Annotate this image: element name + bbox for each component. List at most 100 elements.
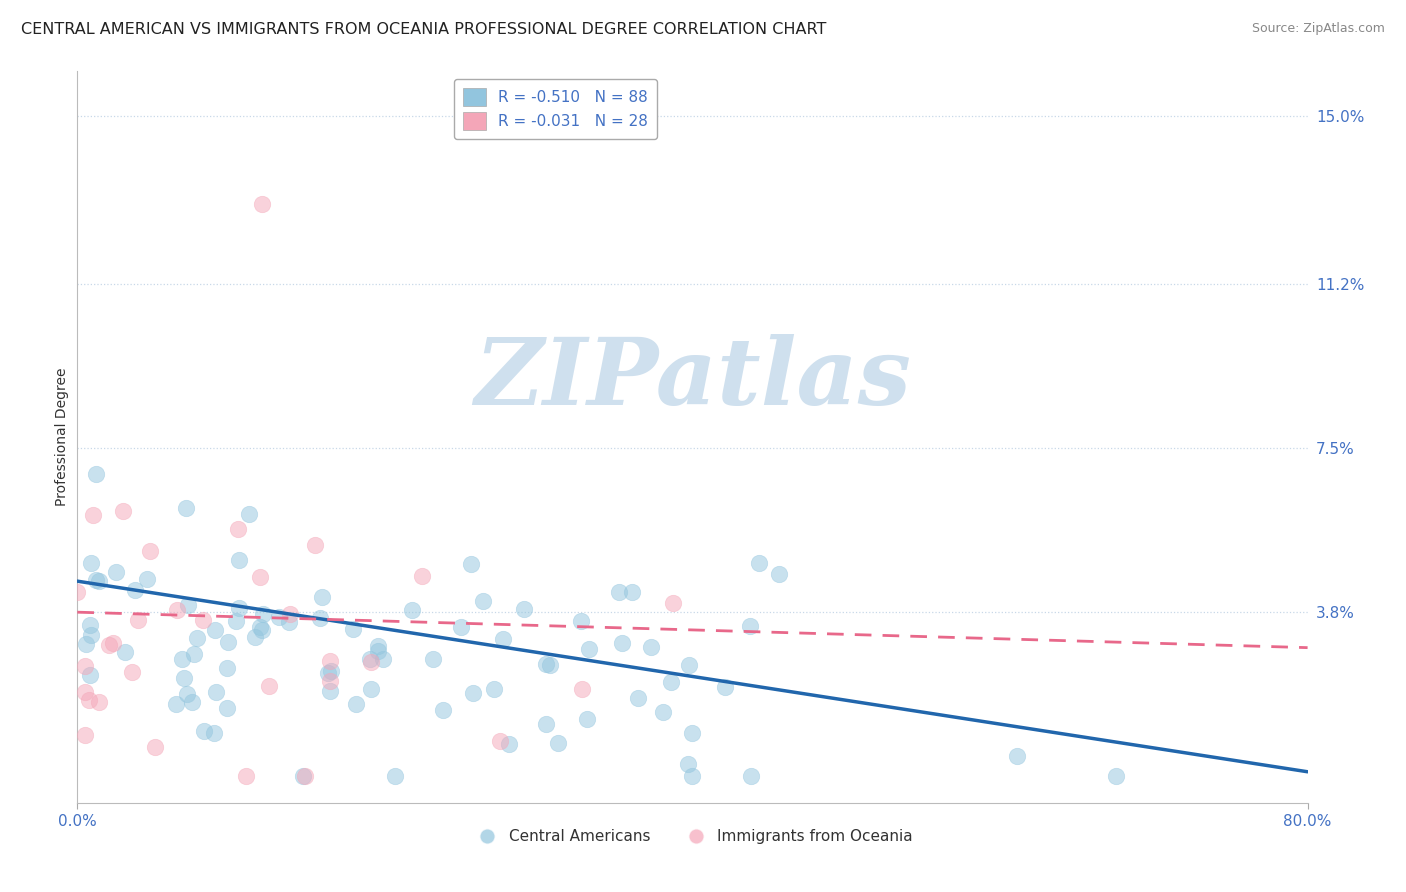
Point: [226, 523, 249, 537]
Point: [492, 632, 515, 647]
Point: [243, 630, 266, 644]
Point: [238, 507, 260, 521]
Point: [384, 769, 406, 783]
Point: [304, 538, 326, 552]
Point: [228, 601, 250, 615]
Point: [257, 679, 280, 693]
Point: [143, 739, 166, 754]
Point: [359, 652, 381, 666]
Point: [217, 635, 239, 649]
Point: [1005, 748, 1028, 763]
Point: [319, 683, 342, 698]
Point: [79, 628, 101, 642]
Point: [225, 614, 247, 628]
Point: [681, 769, 703, 783]
Point: [662, 596, 685, 610]
Point: [267, 610, 290, 624]
Point: [571, 614, 593, 628]
Point: [575, 712, 598, 726]
Point: [135, 572, 157, 586]
Point: [82, 508, 104, 522]
Point: [536, 717, 558, 731]
Point: [344, 698, 367, 712]
Point: [1105, 769, 1128, 783]
Point: [193, 613, 215, 627]
Point: [205, 685, 228, 699]
Point: [292, 769, 315, 783]
Point: [127, 613, 149, 627]
Point: [360, 682, 382, 697]
Point: [278, 615, 301, 629]
Point: [610, 636, 633, 650]
Point: [183, 647, 205, 661]
Point: [193, 723, 215, 738]
Point: [79, 618, 101, 632]
Point: [170, 652, 193, 666]
Point: [640, 640, 662, 654]
Point: [112, 504, 135, 518]
Point: [250, 623, 273, 637]
Point: [249, 620, 271, 634]
Point: [319, 674, 342, 689]
Point: [482, 681, 505, 696]
Point: [186, 631, 208, 645]
Point: [105, 566, 128, 580]
Point: [578, 641, 600, 656]
Point: [319, 654, 342, 668]
Point: [89, 695, 111, 709]
Point: [278, 607, 301, 621]
Point: [79, 668, 101, 682]
Point: [235, 769, 257, 783]
Point: [75, 659, 97, 673]
Point: [87, 574, 110, 588]
Point: [620, 585, 643, 599]
Point: [678, 657, 700, 672]
Point: [768, 566, 790, 581]
Point: [748, 557, 770, 571]
Point: [432, 704, 454, 718]
Point: [228, 553, 250, 567]
Point: [174, 501, 197, 516]
Point: [121, 665, 143, 679]
Point: [450, 620, 472, 634]
Point: [173, 671, 195, 685]
Point: [536, 657, 558, 672]
Point: [73, 685, 96, 699]
Point: [659, 675, 682, 690]
Point: [77, 693, 100, 707]
Text: Source: ZipAtlas.com: Source: ZipAtlas.com: [1251, 22, 1385, 36]
Point: [176, 687, 198, 701]
Point: [367, 640, 389, 654]
Point: [371, 652, 394, 666]
Point: [101, 636, 124, 650]
Point: [75, 636, 97, 650]
Point: [422, 652, 444, 666]
Point: [249, 570, 271, 584]
Point: [177, 598, 200, 612]
Point: [740, 769, 762, 783]
Point: [166, 602, 188, 616]
Y-axis label: Professional Degree: Professional Degree: [55, 368, 69, 507]
Point: [461, 686, 484, 700]
Legend: Central Americans, Immigrants from Oceania: Central Americans, Immigrants from Ocean…: [465, 822, 920, 850]
Point: [513, 601, 536, 615]
Point: [139, 544, 162, 558]
Point: [80, 556, 103, 570]
Point: [681, 726, 703, 740]
Point: [316, 666, 339, 681]
Point: [714, 680, 737, 694]
Point: [360, 655, 382, 669]
Point: [547, 736, 569, 750]
Point: [607, 585, 630, 599]
Point: [571, 681, 593, 696]
Point: [367, 643, 389, 657]
Point: [738, 619, 761, 633]
Point: [114, 645, 136, 659]
Point: [319, 665, 342, 679]
Point: [165, 698, 187, 712]
Point: [84, 574, 107, 588]
Point: [181, 695, 204, 709]
Point: [66, 585, 89, 599]
Point: [308, 610, 330, 624]
Point: [489, 734, 512, 748]
